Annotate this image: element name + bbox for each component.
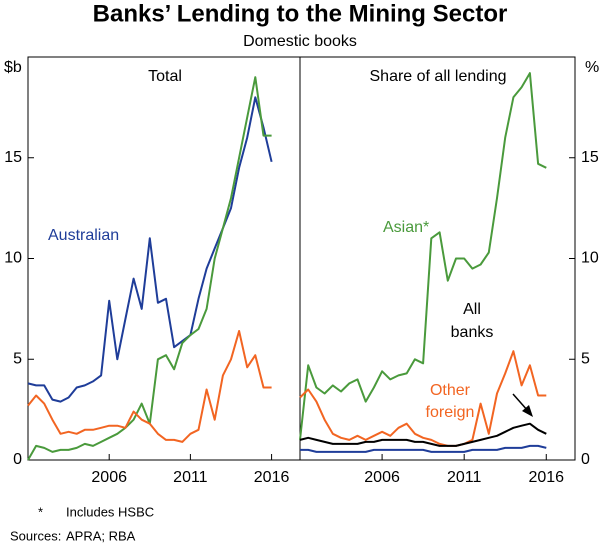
sources-label: Sources: <box>10 528 61 543</box>
y-tick-label: 0 <box>13 451 22 468</box>
line-series <box>27 76 272 461</box>
arrow-head <box>522 405 533 417</box>
axis-unit: $b <box>4 59 22 76</box>
panel-title: Share of all lending <box>370 68 507 85</box>
y-tick-label: 15 <box>4 149 22 166</box>
x-tick-label: 2006 <box>91 469 127 486</box>
line-series <box>299 350 547 447</box>
note: Includes HSBC <box>66 504 154 519</box>
y-tick-label: 5 <box>13 350 22 367</box>
plot-frame <box>27 56 576 461</box>
line-series <box>300 444 547 453</box>
line-series <box>27 96 273 403</box>
y-tick-label: 10 <box>581 250 599 267</box>
x-tick-label: 2016 <box>528 469 564 486</box>
line-series <box>299 422 547 447</box>
sources: APRA; RBA <box>66 528 136 543</box>
line-series <box>299 72 547 441</box>
x-tick-label: 2016 <box>254 469 290 486</box>
series-label: Australian <box>48 227 119 244</box>
chart-subtitle: Domestic books <box>243 33 357 50</box>
panel-title: Total <box>148 68 182 85</box>
series-label: All banks <box>451 301 494 341</box>
line-series <box>27 330 272 443</box>
x-tick-label: 2011 <box>173 469 208 486</box>
y-tick-label: 10 <box>4 250 22 267</box>
series-label: Other foreign <box>426 382 475 421</box>
y-tick-label: 0 <box>581 451 590 468</box>
y-tick-label: 15 <box>581 149 599 166</box>
series-label: Asian* <box>383 219 429 236</box>
chart-title: Banks’ Lending to the Mining Sector <box>93 0 508 27</box>
y-tick-label: 5 <box>581 350 590 367</box>
x-tick-label: 2011 <box>447 469 482 486</box>
x-tick-label: 2006 <box>364 469 400 486</box>
note-marker: * <box>38 504 43 519</box>
axis-unit: % <box>585 59 599 76</box>
